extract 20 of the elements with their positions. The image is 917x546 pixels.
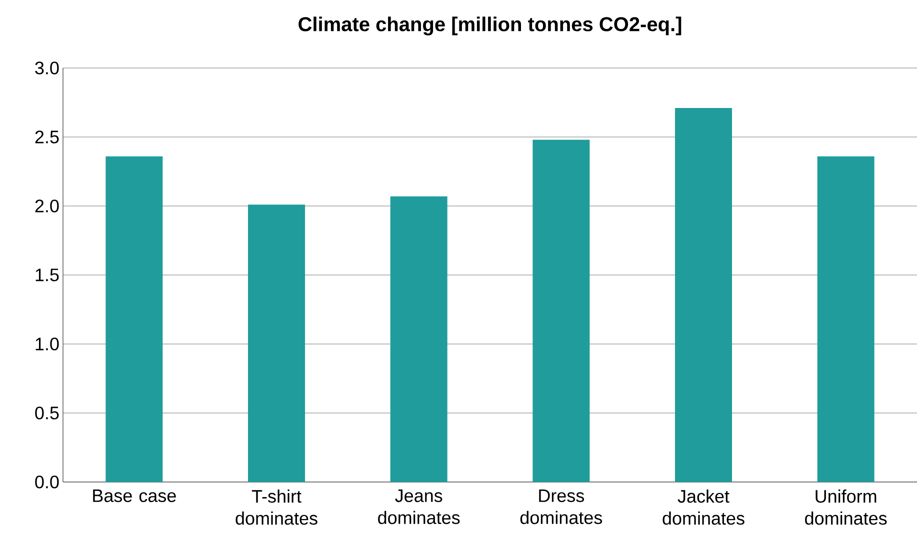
bar [675, 108, 732, 482]
x-tick-label: Jeans dominates [378, 490, 460, 524]
bar [532, 140, 590, 482]
y-tick-label: 2.0 [35, 200, 59, 212]
y-tick-label: 0.0 [35, 476, 59, 488]
chart-title: Climate change [million tonnes CO2-eq.] [298, 16, 682, 36]
x-tick-label: Jacket dominates [662, 490, 744, 525]
bar [390, 196, 448, 482]
y-tick-label: 1.0 [36, 338, 59, 350]
x-tick-label: Base case [93, 490, 176, 502]
y-tick-label: 3.0 [35, 62, 59, 74]
y-tick-label: 1.5 [36, 268, 59, 282]
bar [106, 156, 163, 482]
x-tick-label: Uniform dominates [805, 490, 887, 525]
y-tick-label: 2.5 [35, 130, 59, 144]
x-tick-label: T-shirt dominates [236, 490, 318, 525]
x-tick-label: Dress dominates [520, 490, 602, 524]
bar [817, 156, 874, 482]
bar [248, 204, 306, 482]
y-tick-label: 0.5 [35, 406, 59, 420]
